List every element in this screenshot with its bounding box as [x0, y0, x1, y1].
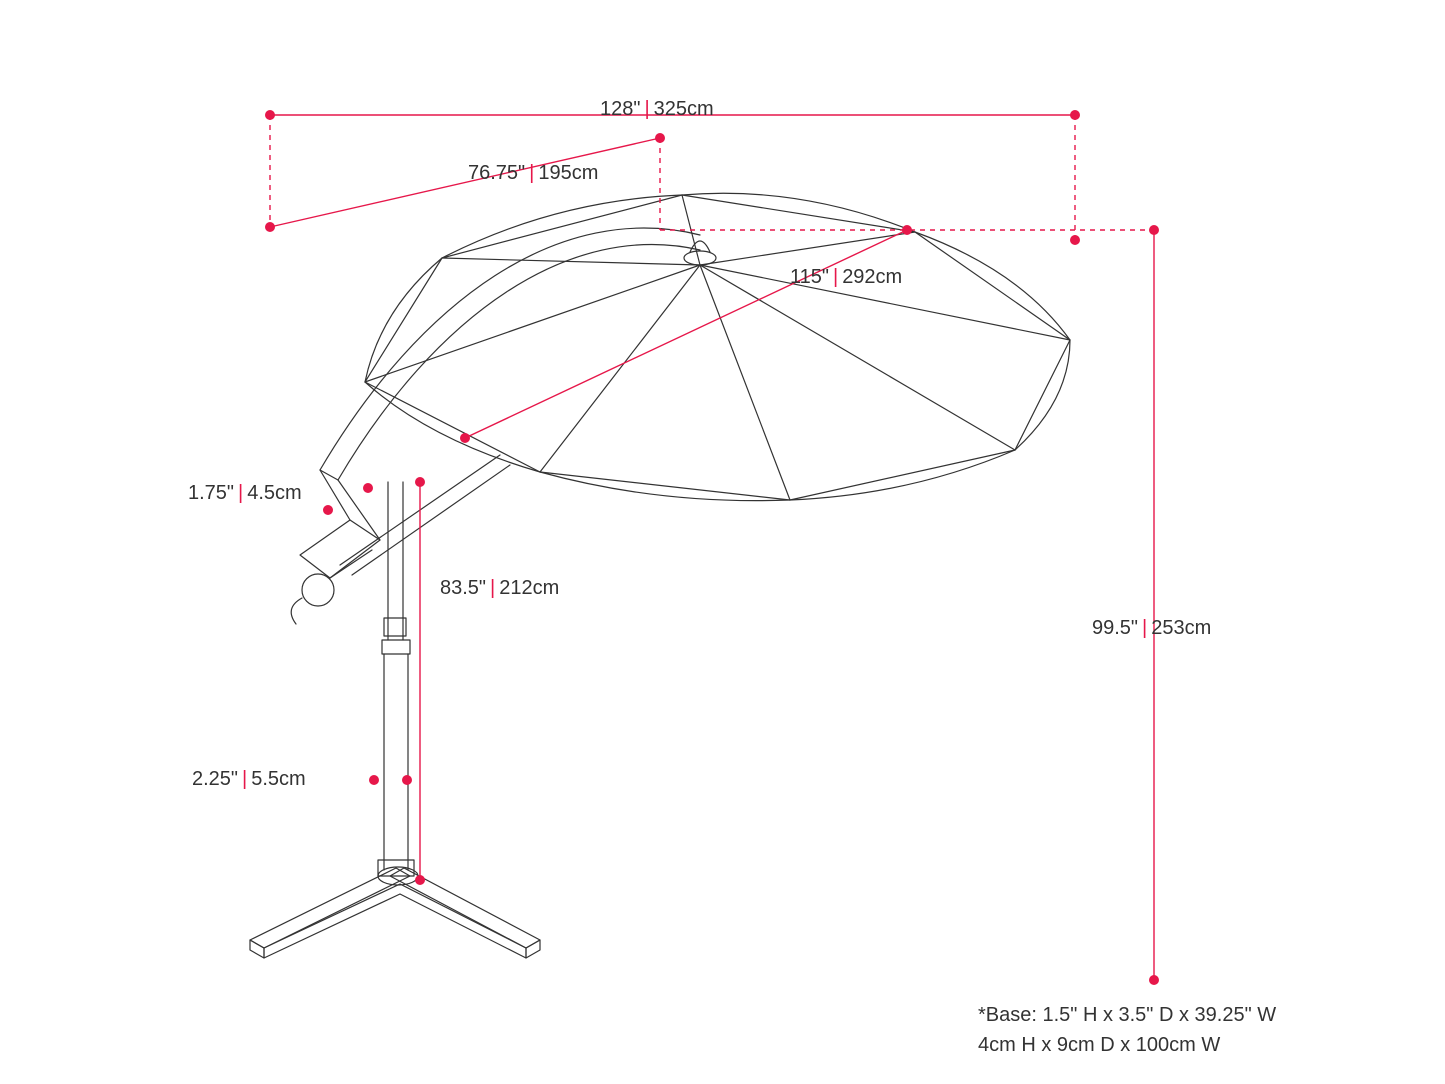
umbrella-outline [250, 193, 1070, 958]
dim-canopy-span: 115"|292cm [790, 264, 902, 290]
dim-lower-pole-dia: 2.25"|5.5cm [192, 766, 306, 792]
dim-overall-h: 99.5"|253cm [1092, 615, 1211, 641]
dim-overall-width: 128"|325cm [600, 96, 714, 122]
dim-clearance-h: 83.5"|212cm [440, 575, 559, 601]
base-note: *Base: 1.5" H x 3.5" D x 39.25" W 4cm H … [978, 1000, 1276, 1060]
dimension-diagram [0, 0, 1445, 1084]
dim-canopy-half: 76.75"|195cm [468, 160, 598, 186]
dim-upper-pole-dia: 1.75"|4.5cm [188, 480, 302, 506]
dimension-lines [265, 110, 1159, 985]
